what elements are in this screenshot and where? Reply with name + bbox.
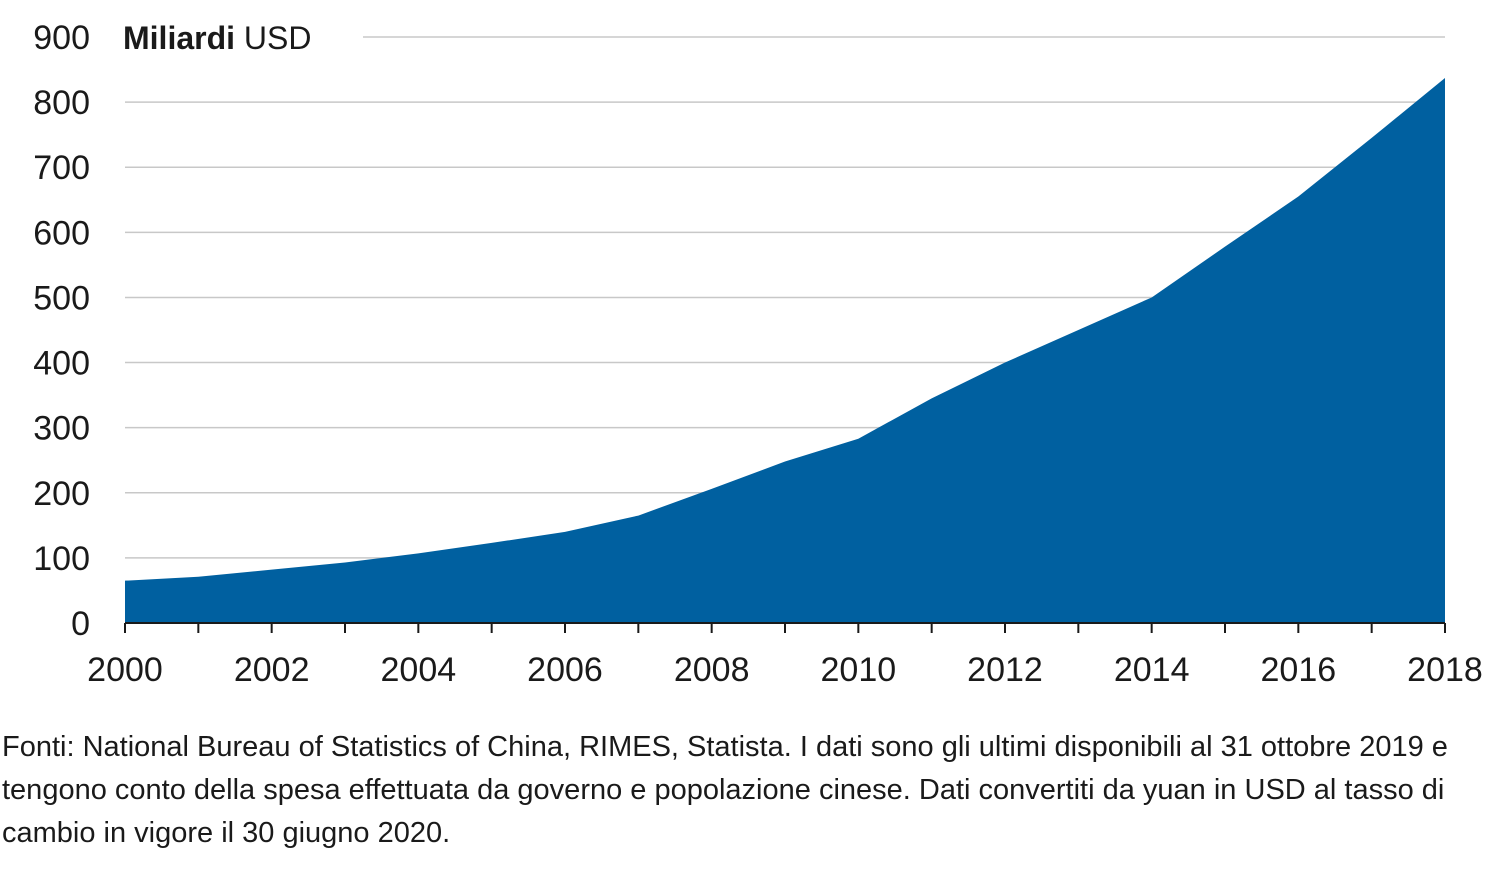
x-tick-label-2008: 2008 xyxy=(674,651,750,689)
source-note: Fonti: National Bureau of Statistics of … xyxy=(2,731,1448,849)
gridlines xyxy=(125,36,1445,559)
y-tick-label-100: 100 xyxy=(33,540,90,578)
y-tick-label-900: 900 xyxy=(33,19,90,57)
x-tick-label-2018: 2018 xyxy=(1407,651,1483,689)
x-axis-labels: 2000 2002 2004 2006 2008 2010 2012 2014 2016 2018 xyxy=(87,651,1483,689)
area-series xyxy=(125,78,1445,623)
y-axis-labels: 0 100 200 300 400 500 600 700 800 900 xyxy=(33,19,90,643)
x-tick-label-2012: 2012 xyxy=(967,651,1043,689)
x-tick-label-2016: 2016 xyxy=(1261,651,1337,689)
x-tick-label-2006: 2006 xyxy=(527,651,603,689)
unit-label-bold: Miliardi xyxy=(123,20,235,56)
x-tick-label-2000: 2000 xyxy=(87,651,163,689)
y-tick-label-400: 400 xyxy=(33,345,90,383)
y-tick-label-500: 500 xyxy=(33,279,90,317)
x-tick-label-2004: 2004 xyxy=(381,651,457,689)
x-axis xyxy=(124,622,1446,633)
y-tick-label-200: 200 xyxy=(33,475,90,513)
y-tick-label-800: 800 xyxy=(33,84,90,122)
unit-label: Miliardi USD xyxy=(123,20,311,56)
y-tick-label-0: 0 xyxy=(71,605,90,643)
x-tick-label-2010: 2010 xyxy=(821,651,897,689)
unit-label-rest: USD xyxy=(235,20,311,56)
x-tick-label-2002: 2002 xyxy=(234,651,310,689)
x-tick-label-2014: 2014 xyxy=(1114,651,1190,689)
y-tick-label-600: 600 xyxy=(33,214,90,252)
y-tick-label-700: 700 xyxy=(33,149,90,187)
y-tick-label-300: 300 xyxy=(33,410,90,448)
